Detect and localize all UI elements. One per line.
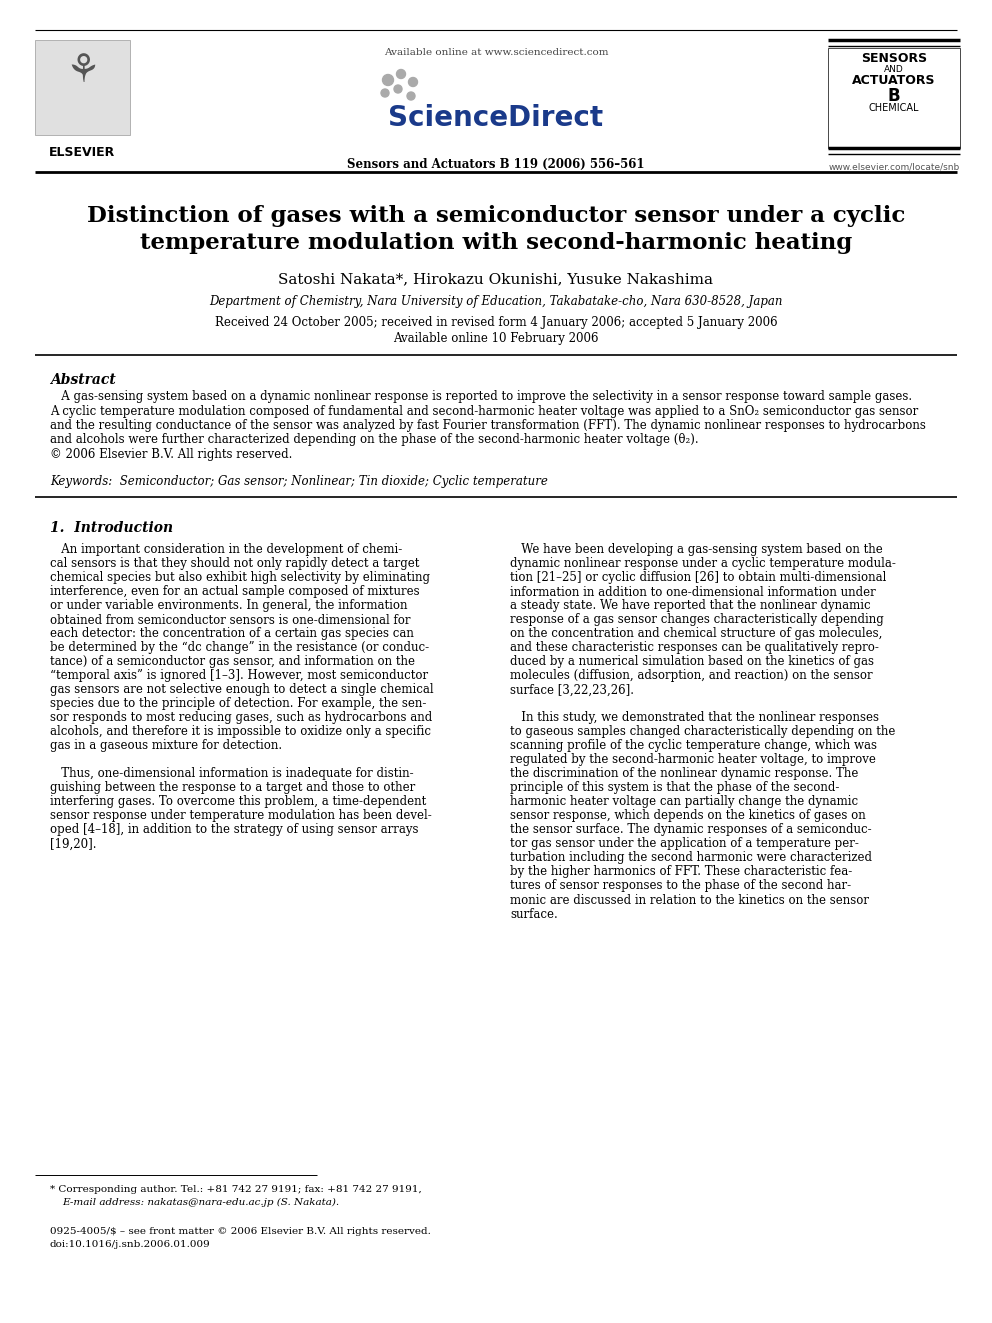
Bar — [828, 48, 960, 148]
Text: E-mail address: nakatas@nara-edu.ac.jp (S. Nakata).: E-mail address: nakatas@nara-edu.ac.jp (… — [62, 1199, 339, 1207]
Text: be determined by the “dc change” in the resistance (or conduc-: be determined by the “dc change” in the … — [50, 642, 430, 655]
Text: doi:10.1016/j.snb.2006.01.009: doi:10.1016/j.snb.2006.01.009 — [50, 1240, 210, 1249]
Text: * Corresponding author. Tel.: +81 742 27 9191; fax: +81 742 27 9191,: * Corresponding author. Tel.: +81 742 27… — [50, 1185, 422, 1193]
Text: to gaseous samples changed characteristically depending on the: to gaseous samples changed characteristi… — [510, 725, 896, 738]
Text: www.elsevier.com/locate/snb: www.elsevier.com/locate/snb — [828, 163, 959, 172]
Text: interference, even for an actual sample composed of mixtures: interference, even for an actual sample … — [50, 586, 420, 598]
Text: dynamic nonlinear response under a cyclic temperature modula-: dynamic nonlinear response under a cycli… — [510, 557, 896, 570]
Text: [19,20].: [19,20]. — [50, 837, 96, 851]
Text: obtained from semiconductor sensors is one-dimensional for: obtained from semiconductor sensors is o… — [50, 614, 411, 627]
Circle shape — [397, 70, 406, 78]
Text: Distinction of gases with a semiconductor sensor under a cyclic: Distinction of gases with a semiconducto… — [87, 205, 905, 228]
Text: monic are discussed in relation to the kinetics on the sensor: monic are discussed in relation to the k… — [510, 893, 869, 906]
Text: and the resulting conductance of the sensor was analyzed by fast Fourier transfo: and the resulting conductance of the sen… — [50, 419, 926, 433]
Text: Thus, one-dimensional information is inadequate for distin-: Thus, one-dimensional information is ina… — [50, 767, 414, 781]
Text: interfering gases. To overcome this problem, a time-dependent: interfering gases. To overcome this prob… — [50, 795, 427, 808]
Text: scanning profile of the cyclic temperature change, which was: scanning profile of the cyclic temperatu… — [510, 740, 877, 753]
Circle shape — [383, 74, 394, 86]
Text: tance) of a semiconductor gas sensor, and information on the: tance) of a semiconductor gas sensor, an… — [50, 655, 415, 668]
Text: tures of sensor responses to the phase of the second har-: tures of sensor responses to the phase o… — [510, 880, 851, 893]
Text: Abstract: Abstract — [50, 373, 116, 388]
Text: each detector: the concentration of a certain gas species can: each detector: the concentration of a ce… — [50, 627, 414, 640]
Text: duced by a numerical simulation based on the kinetics of gas: duced by a numerical simulation based on… — [510, 655, 874, 668]
Text: In this study, we demonstrated that the nonlinear responses: In this study, we demonstrated that the … — [510, 712, 879, 725]
Text: a steady state. We have reported that the nonlinear dynamic: a steady state. We have reported that th… — [510, 599, 871, 613]
Text: on the concentration and chemical structure of gas molecules,: on the concentration and chemical struct… — [510, 627, 882, 640]
Text: or under variable environments. In general, the information: or under variable environments. In gener… — [50, 599, 408, 613]
Text: AND: AND — [884, 65, 904, 74]
Circle shape — [394, 85, 402, 93]
Text: oped [4–18], in addition to the strategy of using sensor arrays: oped [4–18], in addition to the strategy… — [50, 823, 419, 836]
Text: ScienceDirect: ScienceDirect — [389, 105, 603, 132]
Text: sor responds to most reducing gases, such as hydrocarbons and: sor responds to most reducing gases, suc… — [50, 712, 433, 725]
Text: cal sensors is that they should not only rapidly detect a target: cal sensors is that they should not only… — [50, 557, 420, 570]
Text: Satoshi Nakata*, Hirokazu Okunishi, Yusuke Nakashima: Satoshi Nakata*, Hirokazu Okunishi, Yusu… — [279, 273, 713, 286]
Text: alcohols, and therefore it is impossible to oxidize only a specific: alcohols, and therefore it is impossible… — [50, 725, 431, 738]
Text: Available online 10 February 2006: Available online 10 February 2006 — [393, 332, 599, 345]
Text: Received 24 October 2005; received in revised form 4 January 2006; accepted 5 Ja: Received 24 October 2005; received in re… — [214, 316, 778, 329]
Text: sensor response, which depends on the kinetics of gases on: sensor response, which depends on the ki… — [510, 810, 866, 823]
Bar — [35, 40, 130, 135]
Text: and these characteristic responses can be qualitatively repro-: and these characteristic responses can b… — [510, 642, 879, 655]
Text: ⚘: ⚘ — [65, 52, 100, 90]
Text: CHEMICAL: CHEMICAL — [869, 103, 920, 112]
Text: Department of Chemistry, Nara University of Education, Takabatake-cho, Nara 630-: Department of Chemistry, Nara University… — [209, 295, 783, 308]
Text: 0925-4005/$ – see front matter © 2006 Elsevier B.V. All rights reserved.: 0925-4005/$ – see front matter © 2006 El… — [50, 1226, 431, 1236]
Text: the discrimination of the nonlinear dynamic response. The: the discrimination of the nonlinear dyna… — [510, 767, 858, 781]
Text: SENSORS: SENSORS — [861, 52, 928, 65]
Circle shape — [407, 93, 415, 101]
Text: “temporal axis” is ignored [1–3]. However, most semiconductor: “temporal axis” is ignored [1–3]. Howeve… — [50, 669, 429, 683]
Text: B: B — [888, 87, 901, 105]
Text: species due to the principle of detection. For example, the sen-: species due to the principle of detectio… — [50, 697, 427, 710]
Text: chemical species but also exhibit high selectivity by eliminating: chemical species but also exhibit high s… — [50, 572, 430, 585]
Text: surface [3,22,23,26].: surface [3,22,23,26]. — [510, 684, 634, 696]
Circle shape — [381, 89, 389, 97]
Text: A cyclic temperature modulation composed of fundamental and second-harmonic heat: A cyclic temperature modulation composed… — [50, 405, 919, 418]
Text: by the higher harmonics of FFT. These characteristic fea-: by the higher harmonics of FFT. These ch… — [510, 865, 852, 878]
Text: Keywords:  Semiconductor; Gas sensor; Nonlinear; Tin dioxide; Cyclic temperature: Keywords: Semiconductor; Gas sensor; Non… — [50, 475, 548, 487]
Text: An important consideration in the development of chemi-: An important consideration in the develo… — [50, 544, 402, 557]
Text: tor gas sensor under the application of a temperature per-: tor gas sensor under the application of … — [510, 837, 859, 851]
Text: the sensor surface. The dynamic responses of a semiconduc-: the sensor surface. The dynamic response… — [510, 823, 872, 836]
Text: and alcohols were further characterized depending on the phase of the second-har: and alcohols were further characterized … — [50, 434, 698, 446]
Text: surface.: surface. — [510, 908, 558, 921]
Text: turbation including the second harmonic were characterized: turbation including the second harmonic … — [510, 852, 872, 864]
Text: Available online at www.sciencedirect.com: Available online at www.sciencedirect.co… — [384, 48, 608, 57]
Text: temperature modulation with second-harmonic heating: temperature modulation with second-harmo… — [140, 232, 852, 254]
Text: guishing between the response to a target and those to other: guishing between the response to a targe… — [50, 782, 416, 795]
Text: Sensors and Actuators B 119 (2006) 556–561: Sensors and Actuators B 119 (2006) 556–5… — [347, 157, 645, 171]
Text: principle of this system is that the phase of the second-: principle of this system is that the pha… — [510, 782, 839, 795]
Text: ACTUATORS: ACTUATORS — [852, 74, 935, 87]
Text: sensor response under temperature modulation has been devel-: sensor response under temperature modula… — [50, 810, 432, 823]
Text: We have been developing a gas-sensing system based on the: We have been developing a gas-sensing sy… — [510, 544, 883, 557]
Text: 1.  Introduction: 1. Introduction — [50, 521, 174, 536]
Circle shape — [409, 78, 418, 86]
Text: tion [21–25] or cyclic diffusion [26] to obtain multi-dimensional: tion [21–25] or cyclic diffusion [26] to… — [510, 572, 887, 585]
Text: molecules (diffusion, adsorption, and reaction) on the sensor: molecules (diffusion, adsorption, and re… — [510, 669, 873, 683]
Text: gas sensors are not selective enough to detect a single chemical: gas sensors are not selective enough to … — [50, 684, 434, 696]
Text: ELSEVIER: ELSEVIER — [50, 146, 116, 159]
Text: information in addition to one-dimensional information under: information in addition to one-dimension… — [510, 586, 876, 598]
Text: gas in a gaseous mixture for detection.: gas in a gaseous mixture for detection. — [50, 740, 282, 753]
Text: © 2006 Elsevier B.V. All rights reserved.: © 2006 Elsevier B.V. All rights reserved… — [50, 448, 293, 460]
Text: response of a gas sensor changes characteristically depending: response of a gas sensor changes charact… — [510, 614, 884, 627]
Text: regulated by the second-harmonic heater voltage, to improve: regulated by the second-harmonic heater … — [510, 754, 876, 766]
Text: A gas-sensing system based on a dynamic nonlinear response is reported to improv: A gas-sensing system based on a dynamic … — [50, 390, 912, 404]
Text: harmonic heater voltage can partially change the dynamic: harmonic heater voltage can partially ch… — [510, 795, 858, 808]
